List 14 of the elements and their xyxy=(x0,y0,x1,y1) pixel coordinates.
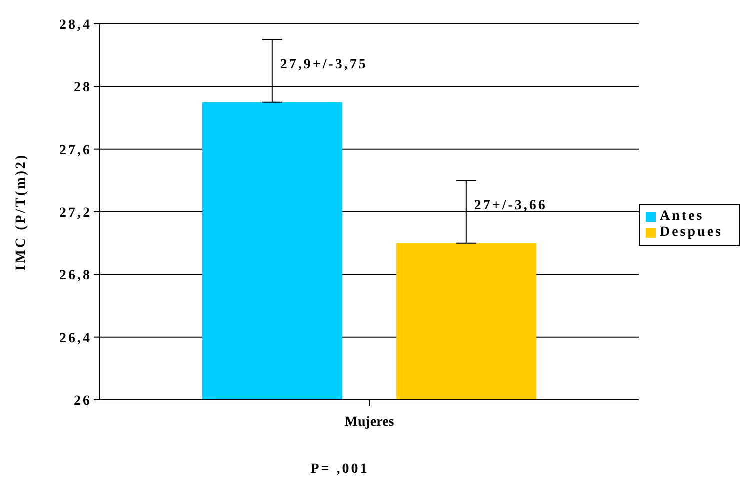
y-tick-label: 28,4 xyxy=(60,18,92,33)
y-tick-label: 26,8 xyxy=(60,268,92,284)
x-tick-label: Mujeres xyxy=(344,414,395,430)
text: P= ,001 xyxy=(310,462,370,478)
y-tick-label: 26,4 xyxy=(60,331,92,346)
y-tick-label: 26 xyxy=(74,394,92,409)
y-tick-label: 27,2 xyxy=(60,206,92,221)
legend-label: Despues xyxy=(660,225,723,240)
y-axis-title: IMC (P/T(m)2) xyxy=(14,153,29,271)
y-tick-label: 27,6 xyxy=(60,143,92,158)
data-label: 27+/-3,66 xyxy=(474,198,548,214)
data-label: 27,9+/-3,75 xyxy=(280,57,368,72)
y-tick-label: 28 xyxy=(74,80,92,96)
legend-label: Antes xyxy=(660,209,704,224)
